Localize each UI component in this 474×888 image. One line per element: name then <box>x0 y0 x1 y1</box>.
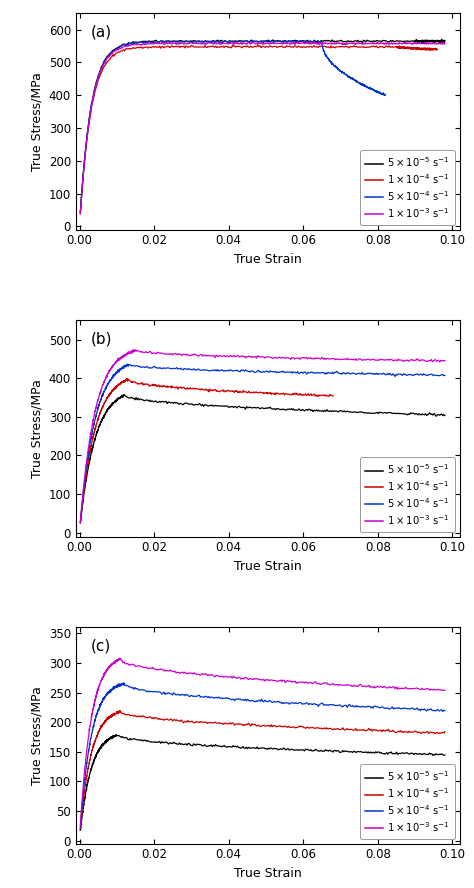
Y-axis label: True Stress/MPa: True Stress/MPa <box>30 686 43 785</box>
X-axis label: True Strain: True Strain <box>234 253 301 266</box>
X-axis label: True Strain: True Strain <box>234 560 301 573</box>
Y-axis label: True Stress/MPa: True Stress/MPa <box>30 72 43 170</box>
Y-axis label: True Stress/MPa: True Stress/MPa <box>30 379 43 478</box>
Text: (b): (b) <box>91 331 113 346</box>
X-axis label: True Strain: True Strain <box>234 867 301 880</box>
Text: (c): (c) <box>91 638 111 654</box>
Legend: $5 \times 10^{-5}\ \mathrm{s}^{-1}$, $1 \times 10^{-4}\ \mathrm{s}^{-1}$, $5 \ti: $5 \times 10^{-5}\ \mathrm{s}^{-1}$, $1 … <box>360 457 455 532</box>
Legend: $5 \times 10^{-5}\ \mathrm{s}^{-1}$, $1 \times 10^{-4}\ \mathrm{s}^{-1}$, $5 \ti: $5 \times 10^{-5}\ \mathrm{s}^{-1}$, $1 … <box>360 150 455 225</box>
Text: (a): (a) <box>91 24 112 39</box>
Legend: $5 \times 10^{-5}\ \mathrm{s}^{-1}$, $1 \times 10^{-4}\ \mathrm{s}^{-1}$, $5 \ti: $5 \times 10^{-5}\ \mathrm{s}^{-1}$, $1 … <box>360 765 455 838</box>
